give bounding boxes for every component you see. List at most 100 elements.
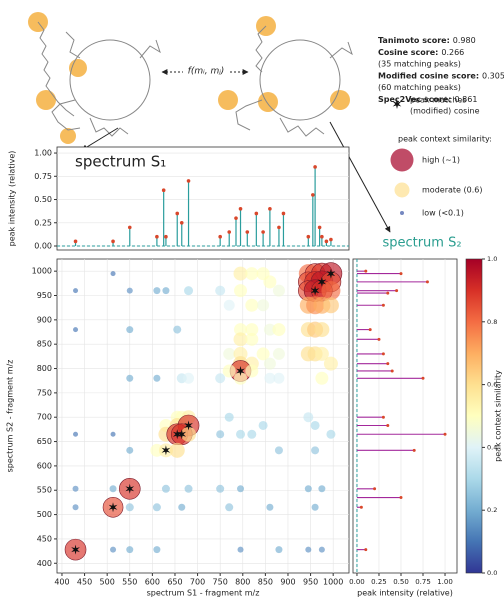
peak-tip xyxy=(311,193,315,197)
x-tick-label: 0.00 xyxy=(349,578,365,586)
similarity-point xyxy=(126,446,134,454)
colorbar-tick-label: 0.6 xyxy=(487,381,497,389)
peak-tip xyxy=(306,234,311,239)
score-label: Modified cosine score: xyxy=(378,71,479,80)
similarity-point xyxy=(303,412,314,423)
y-tick-label: 0.75 xyxy=(34,172,52,181)
peak-tip xyxy=(175,211,180,216)
peak-tip xyxy=(386,362,390,366)
y-tick-label: 0.25 xyxy=(34,218,52,227)
similarity-point xyxy=(321,281,341,301)
similarity-point xyxy=(215,285,226,296)
score-line: Cosine score: 0.266 xyxy=(378,47,464,56)
molecule-right xyxy=(218,16,353,137)
score-value: 0.305 xyxy=(482,71,504,80)
similarity-point xyxy=(222,364,236,378)
peak-tip xyxy=(364,269,368,273)
similarity-point xyxy=(73,327,79,333)
colorbar xyxy=(465,258,483,574)
similarity-point xyxy=(311,503,319,511)
similarity-point xyxy=(275,546,283,554)
similarity-point xyxy=(245,332,259,346)
peak-tip xyxy=(421,376,425,380)
peak-tip xyxy=(324,239,329,244)
y-tick-label: 900 xyxy=(37,315,52,324)
y-tick-label: 0.00 xyxy=(34,242,52,251)
similarity-point xyxy=(224,412,234,422)
similarity-point xyxy=(223,347,236,360)
match-star xyxy=(108,502,118,513)
similarity-point xyxy=(233,266,248,281)
score-line: (60 matching peaks) xyxy=(378,83,461,92)
peak-tip xyxy=(373,487,377,491)
peak-tip xyxy=(390,369,394,373)
y-tick-label: 400 xyxy=(37,559,52,568)
similarity-point xyxy=(266,503,274,511)
pointer-s2 xyxy=(329,121,391,233)
match-star xyxy=(161,445,171,456)
plot-frame xyxy=(56,146,350,251)
legend-marker xyxy=(394,182,410,198)
similarity-point xyxy=(162,287,170,295)
similarity-point xyxy=(110,546,117,553)
similarity-point xyxy=(234,323,248,337)
x-tick-label: 800 xyxy=(235,578,250,587)
score-value: (35 matching peaks) xyxy=(378,59,461,68)
similarity-point xyxy=(161,484,170,493)
similarity-point xyxy=(263,323,276,336)
peak-tip xyxy=(368,328,372,332)
score-label: Cosine score: xyxy=(378,47,438,56)
y-tick-label: 0.50 xyxy=(34,195,52,204)
x-tick-label: 600 xyxy=(145,578,160,587)
similarity-point xyxy=(234,284,248,298)
pointer-s1 xyxy=(81,127,119,151)
similarity-point xyxy=(153,374,161,382)
x-tick-label: 0.50 xyxy=(393,578,409,586)
similarity-point xyxy=(223,299,235,311)
plot-frame xyxy=(56,258,350,574)
peak-tip xyxy=(111,239,115,244)
x-tick-label: 950 xyxy=(303,578,318,587)
legend-marker xyxy=(390,148,414,172)
similarity-point xyxy=(73,431,79,437)
similarity-point xyxy=(152,503,161,512)
x-tick-label: 500 xyxy=(100,578,115,587)
peak-tip xyxy=(218,234,222,239)
similarity-point xyxy=(264,372,276,384)
similarity-point xyxy=(314,322,330,338)
similarity-point xyxy=(178,503,186,511)
similarity-point xyxy=(236,429,246,439)
similarity-point xyxy=(245,267,259,281)
legend-title: peak context similarity: xyxy=(398,135,492,144)
similarity-point xyxy=(323,356,338,371)
peak-tip xyxy=(386,423,390,427)
peak-tip xyxy=(155,234,159,239)
peak-tip xyxy=(443,432,447,436)
y-axis-label: peak intensity (relative) xyxy=(8,151,17,247)
peak-tip xyxy=(313,165,317,169)
similarity-point xyxy=(110,431,116,437)
match-star xyxy=(184,420,193,431)
similarity-point xyxy=(257,299,270,312)
peak-tip xyxy=(377,337,381,341)
similarity-point xyxy=(216,430,225,439)
peak-tip xyxy=(399,272,403,276)
similarity-point xyxy=(258,420,268,430)
chart-title: spectrum S₂ xyxy=(382,236,461,251)
similarity-point xyxy=(304,485,312,493)
similarity-point xyxy=(272,347,285,360)
peak-tip xyxy=(254,211,259,216)
similarity-point xyxy=(233,332,248,347)
peak-tip xyxy=(245,230,250,234)
similarity-point xyxy=(318,546,325,553)
scores: Tanimoto score: 0.980 Cosine score: 0.266 (3… xyxy=(378,36,504,104)
x-tick-label: 0.25 xyxy=(371,578,387,586)
peak-tip xyxy=(386,291,390,295)
score-value: 0.266 xyxy=(441,47,464,56)
y-tick-label: 450 xyxy=(37,534,52,543)
match-star xyxy=(317,276,327,287)
similarity-point xyxy=(110,271,116,277)
legend: peak matches (modified) cosine peak contex… xyxy=(390,96,492,218)
similarity-point xyxy=(73,288,79,294)
peak-tip xyxy=(317,225,322,230)
